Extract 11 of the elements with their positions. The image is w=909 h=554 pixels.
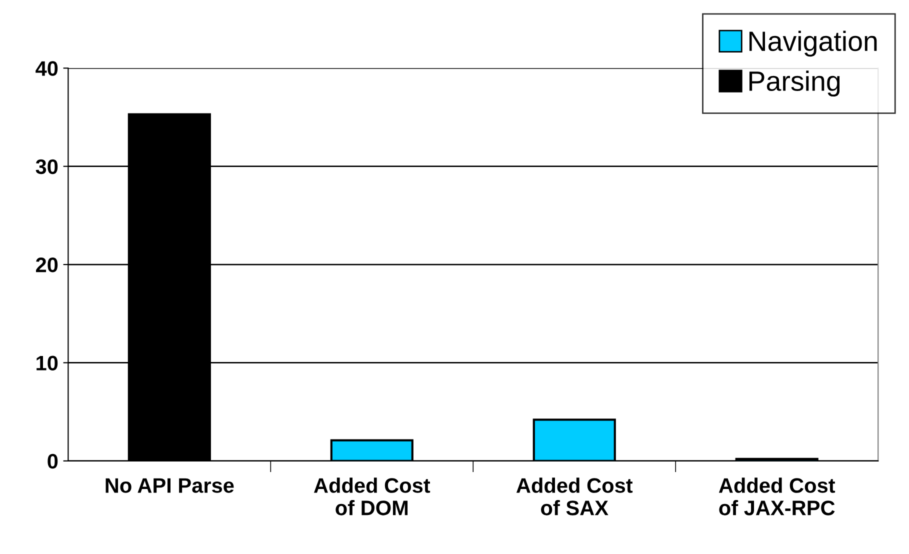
legend-label: Parsing — [749, 70, 840, 97]
y-tick-label: 40 — [36, 61, 58, 76]
y-tick-label: 20 — [36, 258, 58, 272]
x-tick-label: Added Cost of JAX-RPC — [718, 478, 836, 516]
x-tick-label: No API Parse — [106, 478, 234, 493]
x-tick-label: Added Cost of SAX — [516, 478, 633, 516]
legend-label: Navigation — [749, 30, 877, 57]
y-tick-label: 0 — [48, 454, 58, 469]
y-tick-label: 30 — [36, 159, 58, 174]
x-tick-label: Added Cost of DOM — [314, 478, 430, 516]
y-tick-label: 10 — [36, 356, 58, 370]
